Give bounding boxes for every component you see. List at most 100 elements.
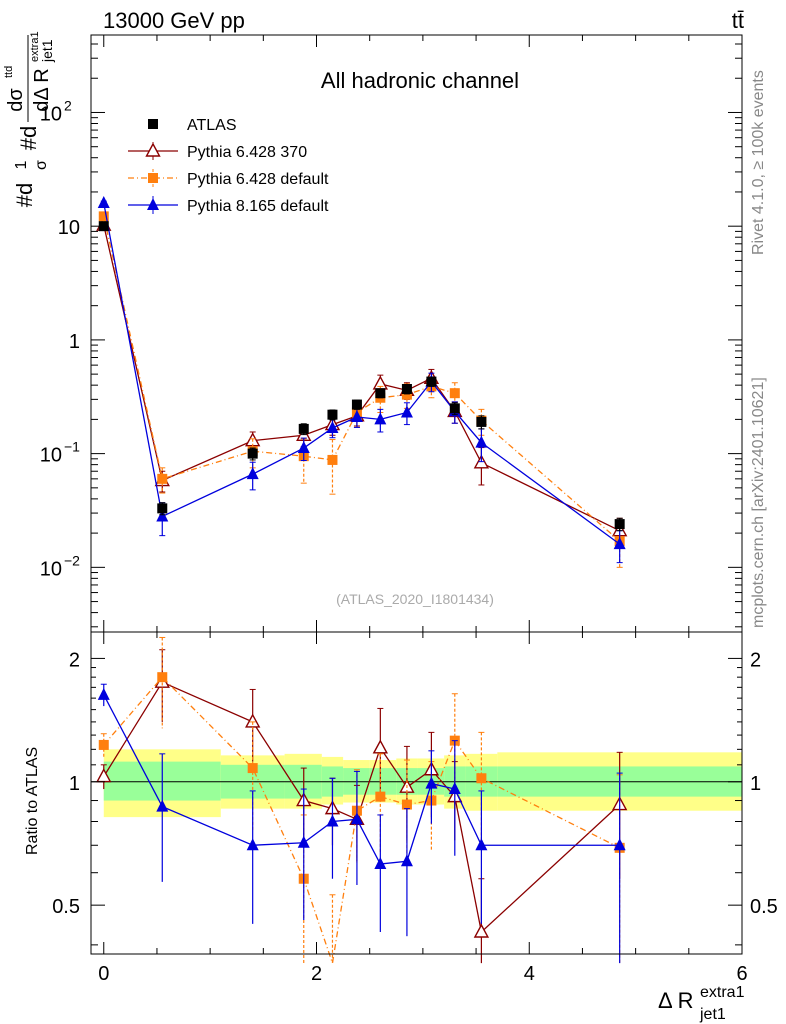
x-tick-label: 6 (736, 963, 747, 985)
ylabel-den: dΔ R (31, 68, 53, 111)
x-tick-label: 4 (524, 963, 535, 985)
legend-entry: ATLAS (148, 117, 237, 134)
data-point (613, 537, 626, 550)
legend-label: Pythia 8.165 default (187, 198, 329, 215)
legend-entry: Pythia 6.428 370 (128, 142, 307, 161)
data-point (98, 211, 109, 222)
ratio-point (400, 854, 413, 867)
ratio-point (613, 838, 626, 851)
y-axis-label-main: #d 1 σ #d dσ ttd dΔ R extra1 jet1 (3, 31, 55, 207)
data-point (298, 423, 309, 434)
data-point (614, 519, 625, 530)
ratio-bands (103, 749, 742, 818)
ratio-point (475, 838, 488, 851)
legend-entry: Pythia 6.428 default (128, 169, 329, 188)
ratio-point (375, 791, 386, 802)
series-pythia-6-428-370 (96, 216, 628, 548)
data-point (247, 448, 258, 459)
data-point (97, 195, 110, 208)
y-tick-label-main: 1 (69, 331, 80, 353)
data-point (476, 416, 487, 427)
data-point (156, 509, 169, 522)
y-tick-label-ratio-right: 2 (750, 649, 761, 671)
y-tick-label-main-exponent: −1 (64, 439, 80, 455)
y-tick-label-ratio-right: 1 (750, 773, 761, 795)
y-tick-label-main-exponent: 2 (64, 97, 72, 113)
ratio-point (374, 857, 387, 870)
data-point (327, 409, 338, 420)
ratio-line (103, 681, 621, 934)
ratio-panel: 0 2 4 6 2 2 1 1 0.5 0.5 (52, 631, 778, 985)
data-point (350, 409, 363, 422)
y-tick-label-main: 10 (58, 217, 80, 239)
ratio-point (448, 782, 461, 795)
mcplots-label: mcplots.cern.ch [arXiv:2401.10621] (750, 377, 767, 628)
analysis-id: (ATLAS_2020_I1801434) (336, 591, 494, 607)
ratio-point (98, 739, 109, 750)
series-atlas (98, 221, 625, 532)
legend-marker (148, 119, 158, 129)
ratio-point (350, 812, 363, 825)
ylabel-densub: jet1 (39, 39, 55, 63)
ratio-ticks: 0 2 4 6 2 2 1 1 0.5 0.5 (52, 632, 778, 985)
data-point (374, 412, 387, 425)
series-line (103, 225, 620, 532)
ylabel-one: 1 (13, 160, 30, 169)
ratio-series-layer (96, 636, 628, 964)
process-label: tt̄ (732, 8, 744, 33)
ratio-line (103, 694, 620, 865)
ratio-point (247, 763, 258, 774)
chart-title: All hadronic channel (321, 68, 519, 93)
x-tick-label: 2 (311, 963, 322, 985)
ylabel-hash2: #d (16, 126, 41, 150)
y-tick-label-ratio: 1 (69, 773, 80, 795)
series-line (103, 216, 621, 542)
legend-entry: Pythia 8.165 default (128, 196, 329, 215)
data-point (475, 435, 488, 448)
y-tick-label-main-exponent: −2 (64, 552, 80, 568)
ratio-point (425, 776, 438, 789)
legend-label: Pythia 6.428 370 (187, 144, 307, 161)
ylabel-dsup: ttd (3, 66, 15, 78)
data-point (351, 399, 362, 410)
ratio-point (97, 687, 110, 700)
legend-marker (147, 198, 159, 210)
y-tick-label-ratio: 0.5 (52, 896, 80, 918)
ratio-point (246, 838, 259, 851)
data-point (375, 388, 386, 399)
ylabel-dsigma: dσ (5, 88, 27, 112)
ratio-point (157, 672, 168, 683)
ratio-series-pythia-8-165-default (97, 683, 626, 964)
ratio-frame (90, 631, 743, 955)
ratio-point (297, 835, 310, 848)
data-point (157, 473, 168, 484)
series-line (103, 202, 621, 545)
data-point (326, 420, 339, 433)
data-point (297, 441, 310, 454)
data-point (246, 467, 259, 480)
data-point (327, 454, 338, 465)
data-point (401, 389, 412, 400)
data-point (157, 503, 168, 514)
legend-label: Pythia 6.428 default (187, 171, 329, 188)
legend-marker (148, 173, 158, 183)
legend-label: ATLAS (187, 117, 237, 134)
y-axis-label-ratio: Ratio to ATLAS (24, 747, 41, 855)
xlabel-main: Δ R (658, 988, 693, 1013)
x-axis-label: Δ R extra1 jet1 (658, 984, 745, 1023)
y-tick-label-ratio-right: 0.5 (750, 896, 778, 918)
y-tick-label-main-exp: 10 (40, 558, 62, 580)
ratio-line (103, 676, 620, 964)
xlabel-sup: extra1 (700, 984, 745, 1001)
ratio-point (326, 814, 339, 827)
ratio-point (156, 799, 169, 812)
ratio-point (476, 773, 487, 784)
ylabel-hash1: #d (12, 183, 37, 207)
ratio-point (372, 739, 389, 754)
data-point (449, 388, 460, 399)
y-tick-label-main-exp: 10 (40, 445, 62, 467)
legend: ATLAS Pythia 6.428 370 Pythia 6.428 defaul… (128, 117, 329, 215)
